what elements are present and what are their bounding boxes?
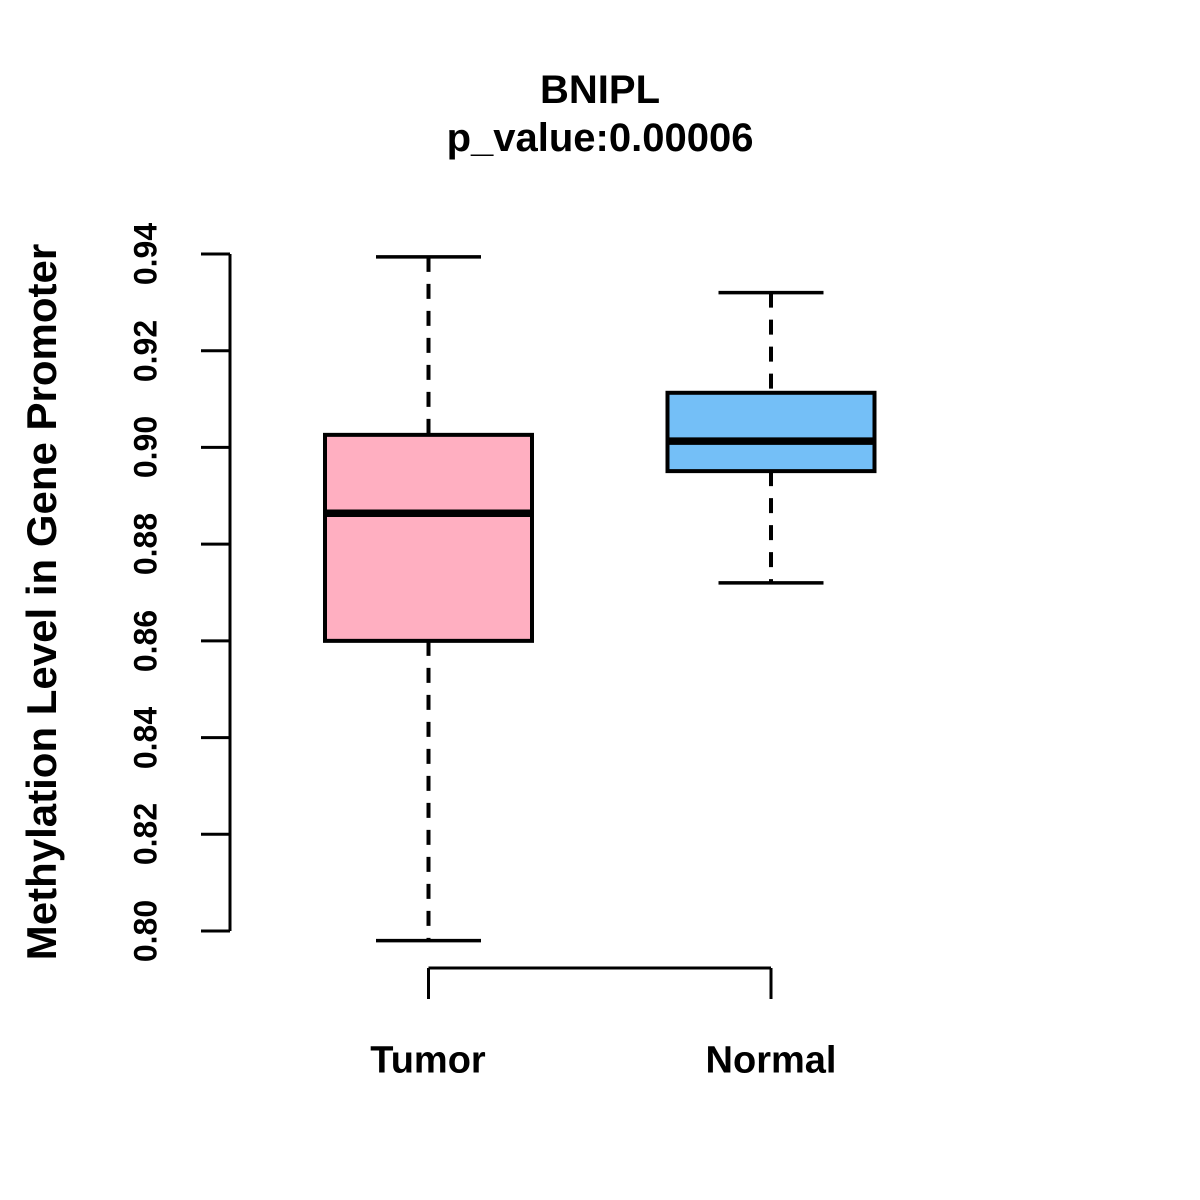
tumor-box bbox=[323, 432, 534, 643]
x-tick-label-normal: Normal bbox=[705, 1039, 837, 1082]
chart-title: BNIPL bbox=[540, 68, 660, 112]
normal-box bbox=[665, 390, 877, 474]
chart-subtitle: p_value:0.00006 bbox=[446, 116, 754, 160]
x-tick-label-tumor: Tumor bbox=[370, 1039, 486, 1082]
